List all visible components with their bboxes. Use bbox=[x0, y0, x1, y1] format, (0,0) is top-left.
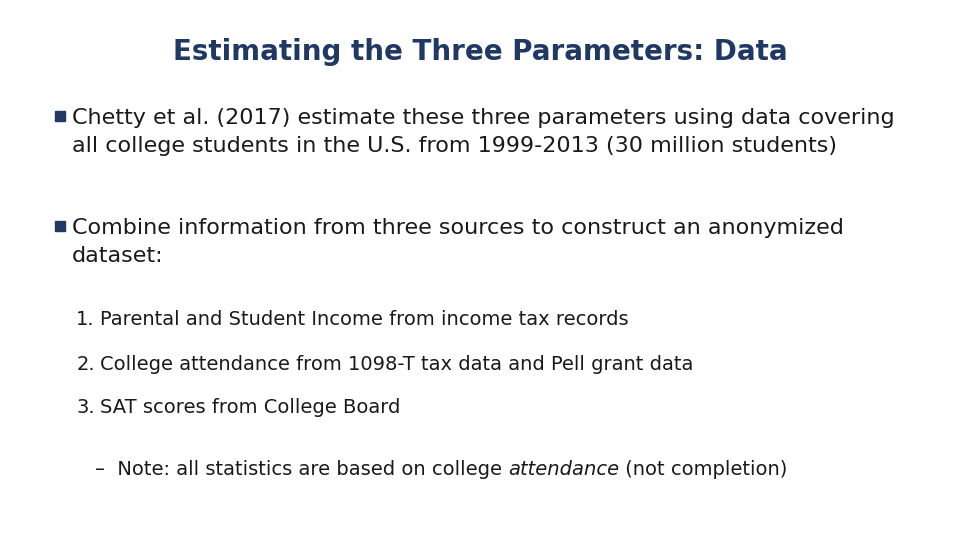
Text: 1.: 1. bbox=[77, 310, 95, 329]
Text: SAT scores from College Board: SAT scores from College Board bbox=[100, 398, 400, 417]
Text: College attendance from 1098-T tax data and Pell grant data: College attendance from 1098-T tax data … bbox=[100, 355, 693, 374]
Text: attendance: attendance bbox=[508, 460, 619, 479]
Text: Parental and Student Income from income tax records: Parental and Student Income from income … bbox=[100, 310, 629, 329]
FancyBboxPatch shape bbox=[55, 221, 65, 231]
Text: –  Note: all statistics are based on college: – Note: all statistics are based on coll… bbox=[95, 460, 508, 479]
Text: (not completion): (not completion) bbox=[619, 460, 788, 479]
Text: 3.: 3. bbox=[77, 398, 95, 417]
Text: 2.: 2. bbox=[77, 355, 95, 374]
Text: Combine information from three sources to construct an anonymized
dataset:: Combine information from three sources t… bbox=[72, 218, 844, 266]
Text: Chetty et al. (2017) estimate these three parameters using data covering
all col: Chetty et al. (2017) estimate these thre… bbox=[72, 108, 895, 156]
FancyBboxPatch shape bbox=[55, 111, 65, 121]
Text: Estimating the Three Parameters: Data: Estimating the Three Parameters: Data bbox=[173, 38, 787, 66]
